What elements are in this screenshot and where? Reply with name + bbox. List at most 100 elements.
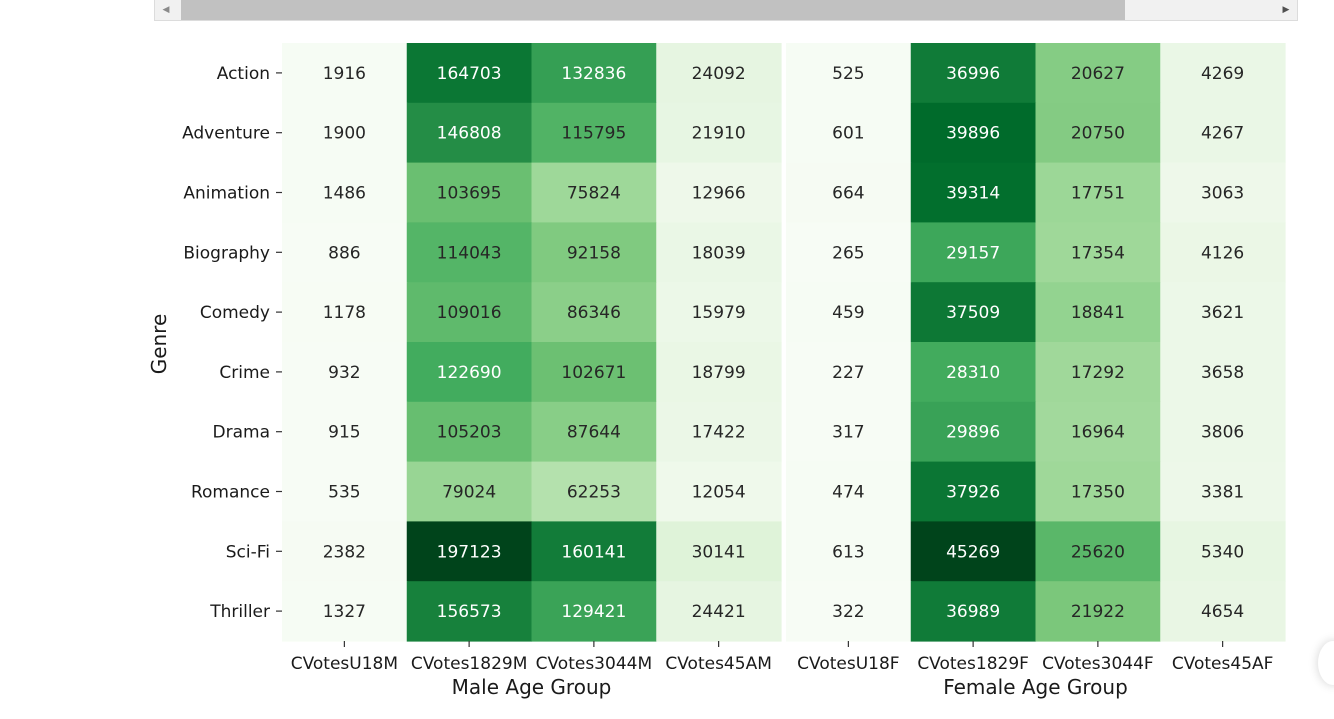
male-x-tick-label: CVotes45AM <box>665 654 772 674</box>
female-cell <box>910 342 1037 403</box>
female-cell <box>1035 222 1161 283</box>
female-cell <box>1035 162 1161 223</box>
male-cell <box>656 401 782 463</box>
male-cell-label: 932 <box>328 363 360 383</box>
female-cell <box>1160 162 1286 223</box>
scroll-right-arrow-icon[interactable]: ▶ <box>1282 5 1290 15</box>
female-cell-label: 20750 <box>1071 124 1125 144</box>
female-cell-label: 4269 <box>1201 64 1244 84</box>
male-cell-label: 86346 <box>567 303 621 323</box>
floating-action-button-edge[interactable] <box>1318 641 1334 685</box>
male-cell-label: 24421 <box>692 602 746 622</box>
male-cell-label: 115795 <box>561 124 626 144</box>
female-cell <box>910 581 1037 642</box>
female-cell-label: 16964 <box>1071 423 1125 443</box>
female-cell <box>1035 43 1161 104</box>
male-cell-label: 2382 <box>323 542 366 562</box>
male-cell <box>406 342 533 403</box>
male-cell <box>531 461 657 522</box>
female-cell-label: 613 <box>832 542 864 562</box>
y-tick-label: Animation <box>183 184 270 204</box>
female-cell-label: 474 <box>832 483 864 503</box>
male-cell <box>406 162 533 223</box>
female-x-tick-label: CVotes1829F <box>917 654 1029 674</box>
female-cell <box>786 222 912 283</box>
female-cell <box>1035 401 1161 463</box>
female-cell <box>786 102 912 164</box>
female-cell <box>786 162 912 223</box>
male-cell <box>656 282 782 343</box>
female-cell-label: 5340 <box>1201 542 1244 562</box>
female-cell <box>1035 102 1161 164</box>
male-cell-label: 156573 <box>437 602 502 622</box>
scroll-left-arrow-icon[interactable]: ◀ <box>162 5 170 15</box>
horizontal-scrollbar[interactable]: ◀ ▶ <box>154 0 1298 21</box>
female-cell <box>1035 282 1161 343</box>
male-cell <box>531 342 657 403</box>
scrollbar-thumb[interactable] <box>181 0 1125 20</box>
male-x-axis-label: Male Age Group <box>452 675 612 699</box>
male-cell-label: 62253 <box>567 483 621 503</box>
female-cell-label: 36996 <box>946 64 1000 84</box>
female-cell-label: 4654 <box>1201 602 1244 622</box>
female-cell-label: 29896 <box>946 423 1000 443</box>
female-cell <box>1035 521 1161 582</box>
male-cell <box>531 581 657 642</box>
male-cell-label: 30141 <box>692 542 746 562</box>
male-cell <box>531 401 657 463</box>
male-cell <box>282 222 408 283</box>
female-cell-label: 28310 <box>946 363 1000 383</box>
male-cell <box>406 461 533 522</box>
male-x-tick-label: CVotes3044M <box>536 654 653 674</box>
male-cell-label: 24092 <box>692 64 746 84</box>
male-x-tick-label: CVotesU18M <box>291 654 398 674</box>
male-cell <box>406 43 533 104</box>
female-cell <box>910 521 1037 582</box>
male-cell <box>406 102 533 164</box>
male-cell-label: 915 <box>328 423 360 443</box>
male-cell <box>656 342 782 403</box>
female-cell-label: 17292 <box>1071 363 1125 383</box>
male-cell-label: 1900 <box>323 124 366 144</box>
male-cell-label: 75824 <box>567 184 621 204</box>
male-cell-label: 122690 <box>437 363 502 383</box>
male-cell-label: 102671 <box>561 363 626 383</box>
male-cell-label: 146808 <box>437 124 502 144</box>
male-cell-label: 105203 <box>437 423 502 443</box>
male-cell-label: 92158 <box>567 243 621 263</box>
female-cell <box>786 581 912 642</box>
male-heatmap: 1916 164703 132836 24092 1900 146808 115795 219… <box>182 43 782 699</box>
female-cell-label: 4267 <box>1201 124 1244 144</box>
female-cell <box>910 43 1037 104</box>
male-cell <box>656 461 782 522</box>
female-cell-label: 17751 <box>1071 184 1125 204</box>
male-cell-label: 12966 <box>692 184 746 204</box>
female-cell-label: 20627 <box>1071 64 1125 84</box>
male-cell-label: 1916 <box>323 64 366 84</box>
male-cell <box>656 102 782 164</box>
female-cell-label: 21922 <box>1071 602 1125 622</box>
female-cell-label: 37509 <box>946 303 1000 323</box>
female-heatmap: 525 36996 20627 4269 601 39896 20750 4267 664 393… <box>786 43 1286 699</box>
female-cell-label: 3381 <box>1201 483 1244 503</box>
male-cell-label: 21910 <box>692 124 746 144</box>
male-cell <box>406 222 533 283</box>
female-cell <box>910 222 1037 283</box>
female-cell-label: 3063 <box>1201 184 1244 204</box>
female-cell <box>1160 102 1286 164</box>
female-cell-label: 3658 <box>1201 363 1244 383</box>
male-cell <box>282 461 408 522</box>
female-cell-label: 3621 <box>1201 303 1244 323</box>
female-cell-label: 227 <box>832 363 864 383</box>
female-cell-label: 29157 <box>946 243 1000 263</box>
female-cell-label: 601 <box>832 124 864 144</box>
male-cell <box>406 401 533 463</box>
female-cell-label: 25620 <box>1071 542 1125 562</box>
female-x-tick-label: CVotesU18F <box>797 654 899 674</box>
male-cell <box>282 43 408 104</box>
male-cell-label: 18039 <box>692 243 746 263</box>
female-cell <box>1160 461 1286 522</box>
male-cell-label: 132836 <box>561 64 626 84</box>
male-cell-label: 15979 <box>692 303 746 323</box>
